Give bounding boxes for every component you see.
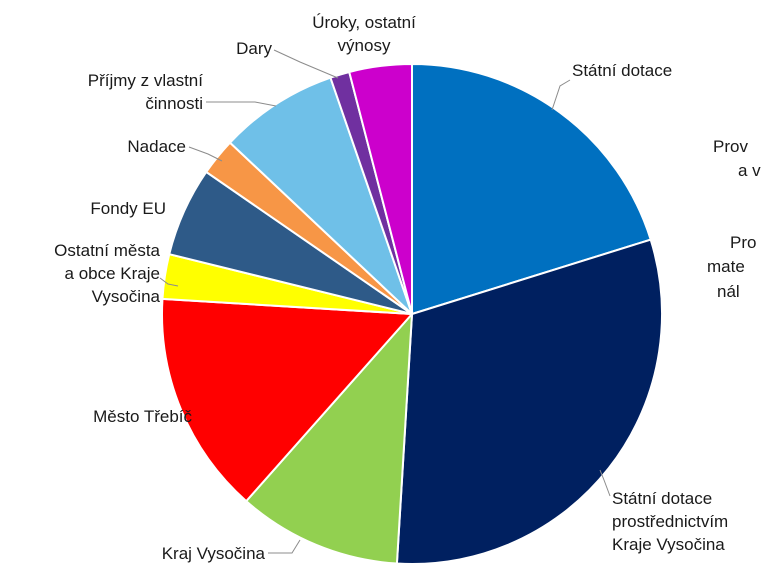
slice-label-ostatni-mesta-a-obce-kraje-vysocina: Ostatní města a obce Kraje Vysočina — [54, 241, 160, 306]
leader-line-kraj-vysocina — [268, 539, 301, 554]
slice-label-line: Státní dotace — [572, 61, 672, 80]
leader-line-nadace — [188, 146, 223, 162]
leader-line-dary — [273, 49, 339, 79]
slice-label-line: Město Třebíč — [93, 407, 192, 426]
slice-label-uroky-ostatni-vynosy: Úroky, ostatní výnosy — [312, 13, 416, 55]
clipped-text-line: mate — [707, 257, 745, 276]
slice-label-prijmy-z-vlastni-cinnosti: Příjmy z vlastní činnosti — [88, 71, 204, 113]
clipped-text-line: a v — [738, 161, 761, 180]
pie-slice-uroky-ostatni-vynosy — [348, 62, 413, 315]
pie-slice-prijmy-z-vlastni-cinnosti — [228, 76, 413, 315]
leader-lines — [159, 49, 611, 554]
slice-label-line: Státní dotace — [612, 489, 712, 508]
pie-slice-kraj-vysocina — [244, 311, 414, 564]
slice-label-dary: Dary — [236, 39, 272, 58]
clipped-text-line: nál — [717, 282, 740, 301]
pie-slice-statni-dotace-prostrednictvim-kraje-vysocina — [395, 238, 663, 564]
slice-label-line: Úroky, ostatní — [312, 13, 416, 32]
slice-label-mesto-trebic: Město Třebíč — [93, 407, 192, 426]
slice-label-line: Dary — [236, 39, 272, 58]
slice-label-line: Kraje Vysočina — [612, 535, 725, 554]
slice-label-nadace: Nadace — [127, 137, 186, 156]
slice-label-line: činnosti — [145, 94, 203, 113]
slice-label-line: prostřednictvím — [612, 512, 728, 531]
slice-label-line: Nadace — [127, 137, 186, 156]
clipped-side-text: Prov a v Pro mate nál — [707, 137, 761, 301]
slice-label-line: Kraj Vysočina — [162, 544, 266, 563]
leader-line-statni-dotace — [551, 79, 571, 111]
leader-line-statni-dotace-prostrednictvim-kraje-vysocina — [599, 469, 611, 497]
leader-line-ostatni-mesta-a-obce-kraje-vysocina — [159, 277, 179, 287]
clipped-text-line: Prov — [713, 137, 748, 156]
slice-label-line: Příjmy z vlastní — [88, 71, 204, 90]
slice-label-kraj-vysocina: Kraj Vysočina — [162, 544, 266, 563]
pie-slice-mesto-trebic — [161, 297, 415, 503]
pie-slice-statni-dotace — [411, 62, 652, 316]
slice-label-line: Fondy EU — [90, 199, 166, 218]
clipped-text-2: Pro mate nál — [707, 233, 756, 301]
leader-line-prijmy-z-vlastni-cinnosti — [206, 101, 277, 107]
slice-labels: Státní dotace Státní dotace prostřednictví… — [54, 13, 728, 563]
slice-label-line: Vysočina — [92, 287, 161, 306]
slice-label-line: Ostatní města — [54, 241, 160, 260]
slice-label-line: a obce Kraje — [65, 264, 160, 283]
slice-label-fondy-eu: Fondy EU — [90, 199, 166, 218]
clipped-text-line: Pro — [730, 233, 756, 252]
slice-label-statni-dotace: Státní dotace — [572, 61, 672, 80]
pie-slices — [161, 62, 663, 564]
slice-label-statni-dotace-prostrednictvim-kraje-vysocina: Státní dotace prostřednictvím Kraje Vysoči… — [612, 489, 728, 554]
clipped-text-1: Prov a v — [713, 137, 761, 180]
slice-label-line: výnosy — [338, 36, 391, 55]
